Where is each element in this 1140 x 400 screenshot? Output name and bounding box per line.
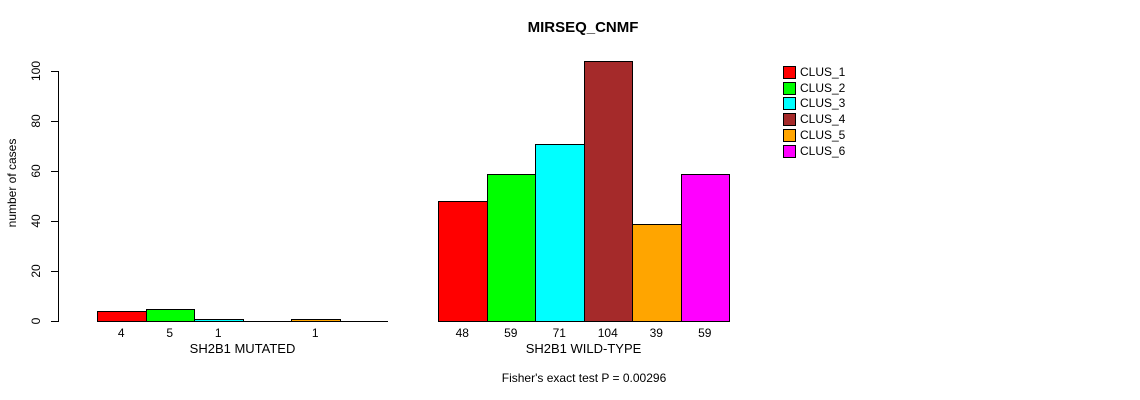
legend-label: CLUS_1 — [800, 65, 846, 79]
legend-item-clus-1: CLUS_1 — [783, 66, 845, 79]
legend-label: CLUS_3 — [800, 96, 846, 111]
y-tick — [51, 121, 58, 122]
y-axis-title: number of cases — [5, 138, 19, 228]
bar-sh2b1-mutated-clus-1 — [97, 311, 147, 322]
y-tick-label: 0 — [29, 317, 43, 325]
legend-item-clus-4: CLUS_4 — [783, 112, 846, 127]
group-axis-label-sh2b1-mutated: SH2B1 MUTATED — [189, 341, 296, 356]
y-tick — [51, 221, 58, 222]
legend-swatch-clus-5 — [783, 128, 796, 142]
bar-value-label: 48 — [455, 326, 469, 340]
bar-sh2b1-wild-type-clus-3 — [535, 143, 585, 322]
bar-sh2b1-wild-type-clus-1 — [438, 201, 488, 322]
bar-value-label: 5 — [166, 326, 174, 340]
y-tick-label: 20 — [29, 264, 43, 278]
legend-swatch-clus-1 — [783, 66, 796, 79]
bar-value-label: 1 — [214, 326, 222, 340]
bar-sh2b1-mutated-clus-5 — [291, 318, 341, 322]
legend-item-clus-2: CLUS_2 — [783, 80, 846, 95]
legend-swatch-clus-4 — [783, 113, 796, 127]
legend-label: CLUS_4 — [800, 112, 846, 127]
bar-sh2b1-wild-type-clus-4 — [583, 61, 633, 322]
legend-label: CLUS_2 — [800, 80, 846, 95]
bar-sh2b1-mutated-clus-2 — [145, 308, 195, 322]
y-tick-label: 40 — [29, 214, 43, 228]
bar-sh2b1-wild-type-clus-5 — [632, 223, 682, 322]
bar-value-label: 71 — [552, 326, 566, 340]
bar-value-label: 104 — [597, 326, 618, 340]
bar-sh2b1-wild-type-clus-6 — [680, 173, 730, 322]
y-tick — [51, 271, 58, 272]
y-tick-label: 100 — [29, 60, 43, 82]
y-tick — [51, 71, 58, 72]
y-tick-label: 60 — [29, 164, 43, 178]
y-tick — [51, 321, 58, 322]
bar-value-label: 59 — [504, 326, 518, 340]
legend-item-clus-3: CLUS_3 — [783, 96, 846, 111]
y-tick-label: 80 — [29, 114, 43, 128]
legend-swatch-clus-2 — [783, 81, 796, 95]
legend-label: CLUS_6 — [800, 143, 846, 158]
legend-label: CLUS_5 — [800, 127, 846, 142]
legend-item-clus-6: CLUS_6 — [783, 143, 846, 158]
bar-sh2b1-wild-type-clus-2 — [486, 173, 536, 322]
chart-title: MIRSEQ_CNMF — [527, 19, 639, 36]
legend-swatch-clus-6 — [783, 144, 796, 158]
bar-value-label: 39 — [649, 326, 663, 340]
bar-value-label: 1 — [311, 326, 319, 340]
bar-sh2b1-mutated-clus-3 — [194, 318, 244, 322]
footer-annotation: Fisher's exact test P = 0.00296 — [501, 371, 667, 385]
bar-value-label: 59 — [698, 326, 712, 340]
bar-value-label: 4 — [117, 326, 125, 340]
group-axis-label-sh2b1-wild-type: SH2B1 WILD-TYPE — [525, 341, 642, 356]
y-tick — [51, 171, 58, 172]
legend-item-clus-5: CLUS_5 — [783, 127, 846, 142]
y-axis-line — [58, 71, 59, 322]
legend-swatch-clus-3 — [783, 97, 796, 111]
